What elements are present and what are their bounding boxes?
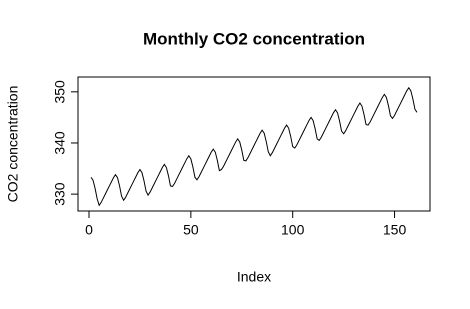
plot-frame <box>77 76 431 212</box>
y-axis-label: CO2 concentration <box>5 86 21 203</box>
y-tick-label: 350 <box>52 80 68 104</box>
x-tick-label: 0 <box>85 222 93 238</box>
x-tick-label: 50 <box>183 222 199 238</box>
x-tick-label: 100 <box>281 222 305 238</box>
y-tick-label: 340 <box>52 131 68 155</box>
x-axis-label: Index <box>237 269 271 285</box>
line-series <box>90 86 418 207</box>
chart-title: Monthly CO2 concentration <box>143 29 365 48</box>
y-tick-label: 330 <box>52 182 68 206</box>
x-tick-label: 150 <box>383 222 407 238</box>
